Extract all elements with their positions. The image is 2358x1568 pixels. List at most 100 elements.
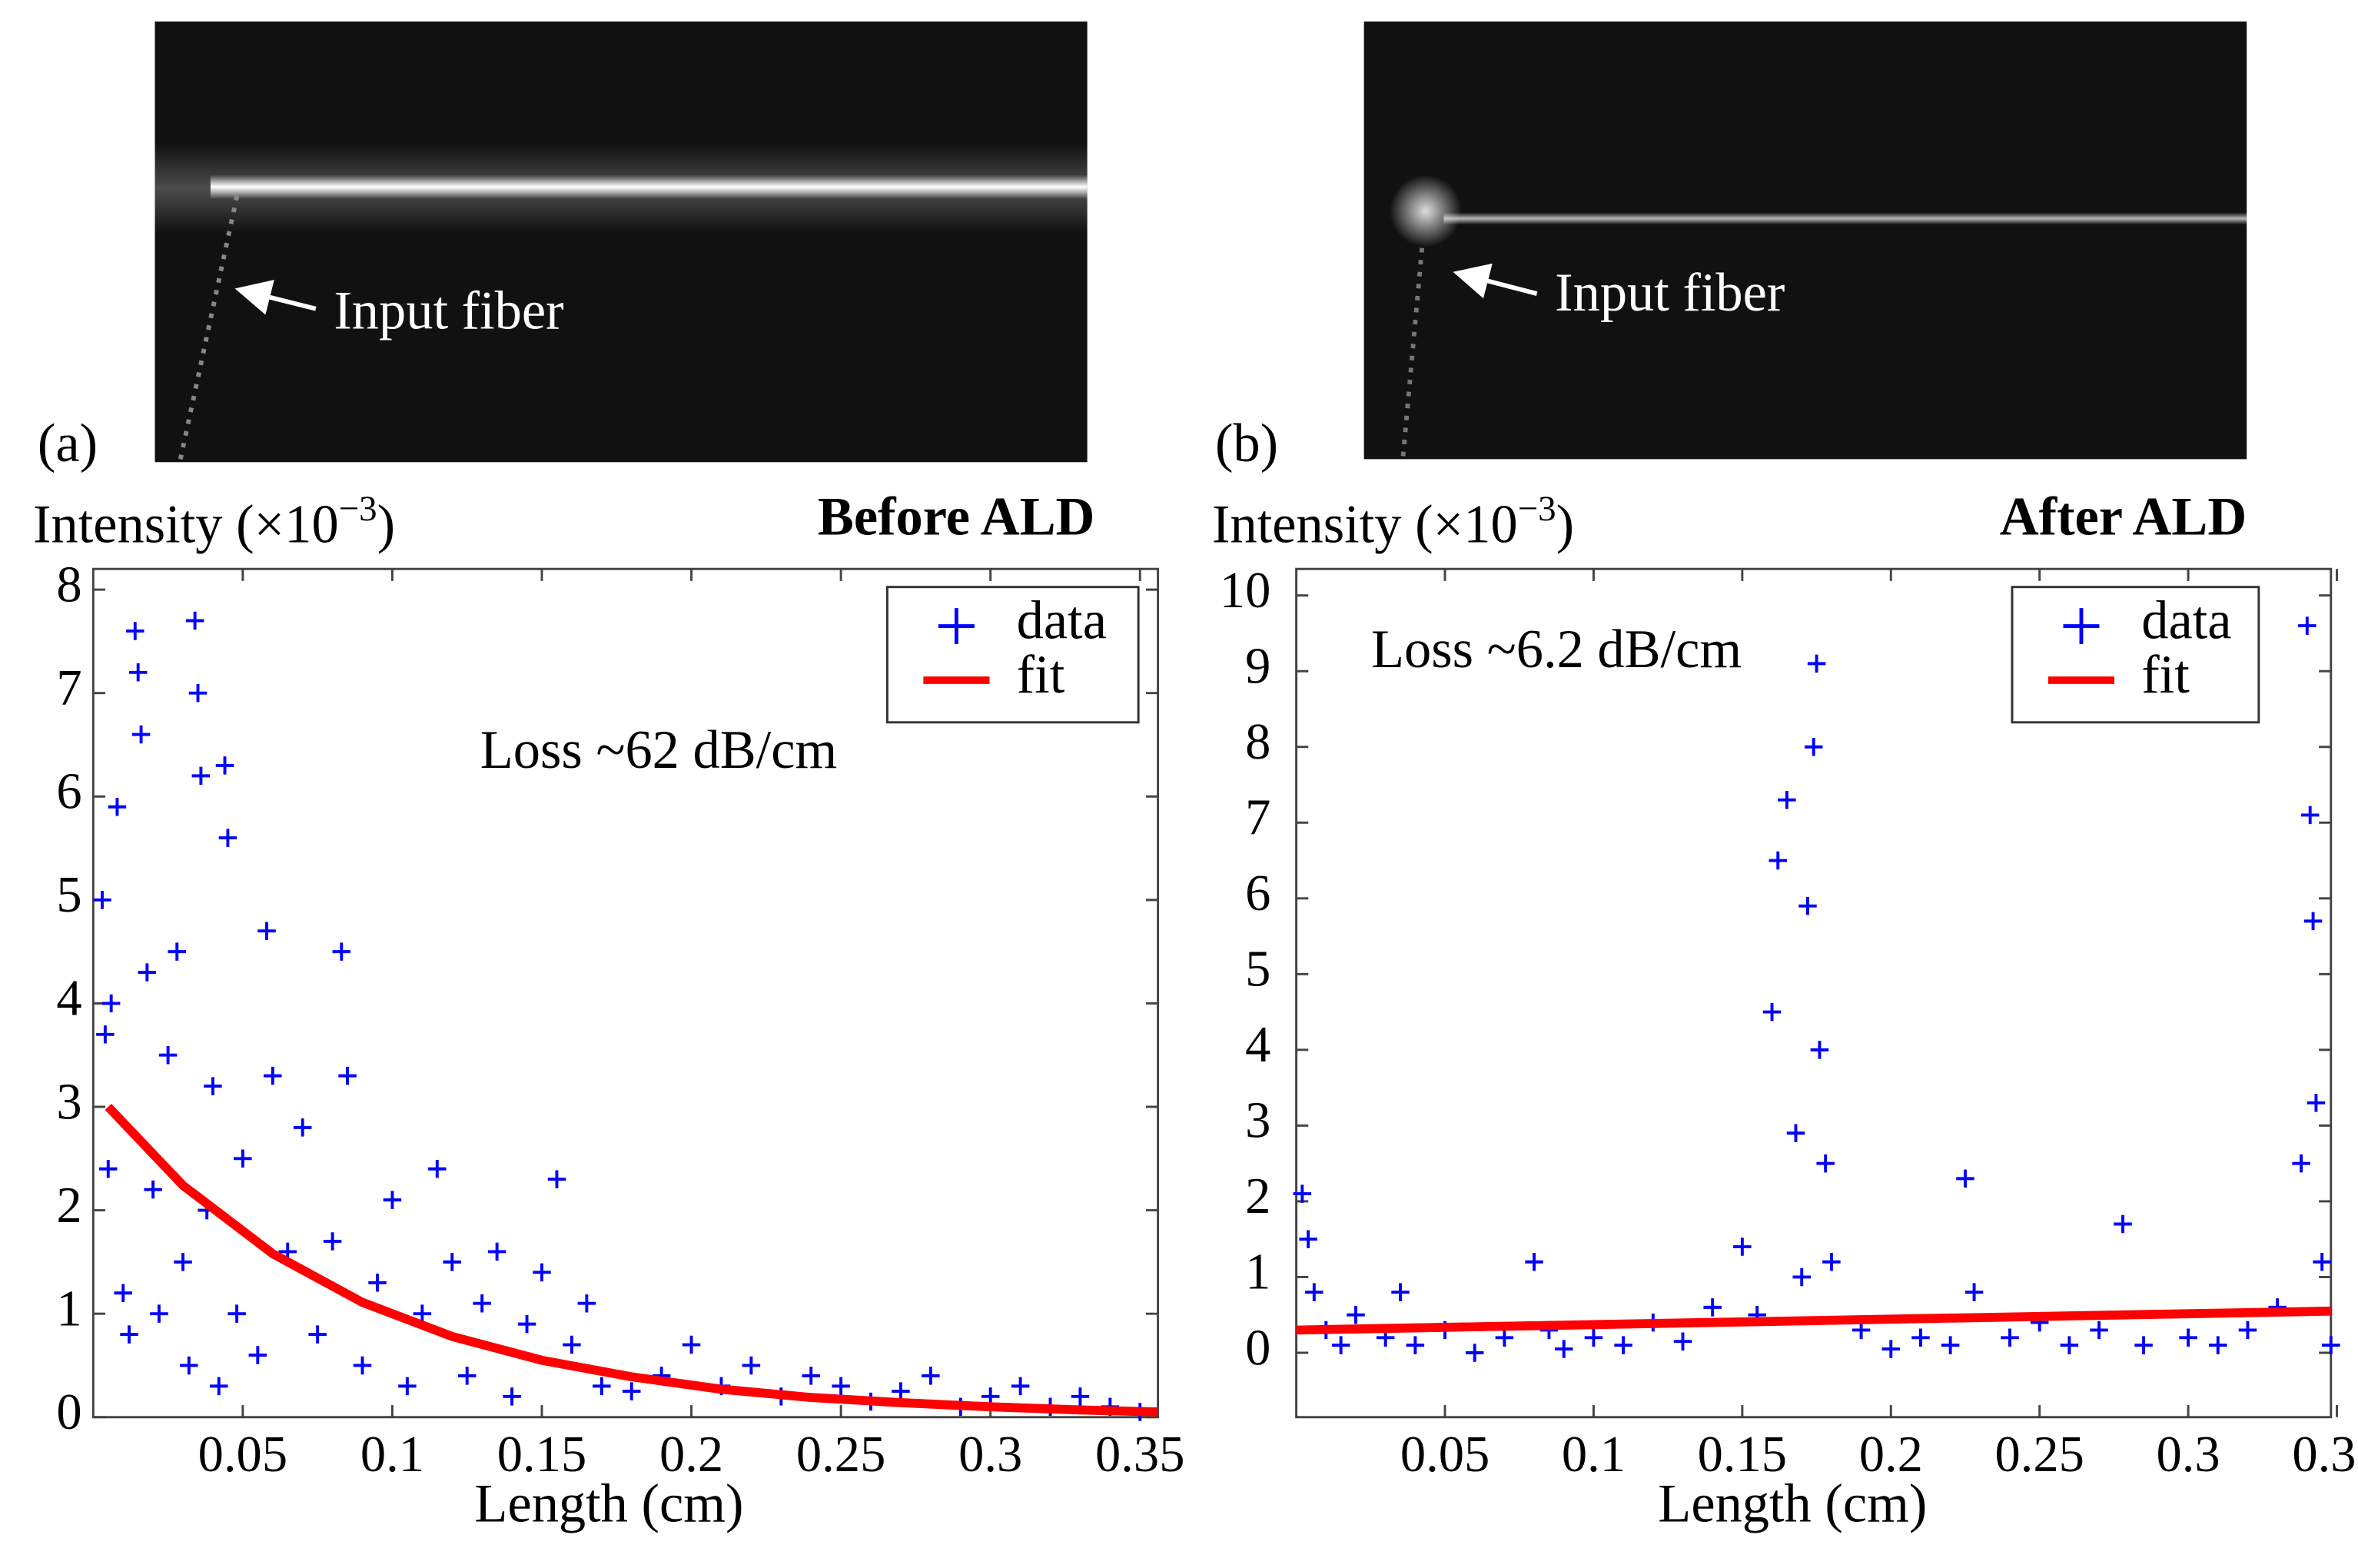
- data-point: [1786, 1124, 1805, 1142]
- x-tick-label: 0.3: [958, 1427, 1022, 1483]
- data-point: [158, 1045, 178, 1065]
- data-point: [144, 1180, 162, 1199]
- legend-label: data: [2141, 591, 2231, 651]
- x-tick-label: 0.1: [1562, 1427, 1626, 1483]
- data-point: [1673, 1332, 1692, 1350]
- panel-label: (b): [1215, 414, 1278, 473]
- data-point: [1768, 851, 1788, 870]
- y-tick-label: 1: [1245, 1244, 1270, 1301]
- data-point: [96, 1025, 115, 1044]
- annotation: Loss ~6.2 dB/cm: [1371, 620, 1742, 679]
- data-point: [188, 683, 208, 703]
- x-tick-label: 0.25: [796, 1427, 885, 1483]
- data-point: [1305, 1283, 1323, 1301]
- data-point: [2322, 1336, 2340, 1354]
- x-tick-label: 0.15: [1698, 1427, 1787, 1483]
- data-point: [185, 611, 204, 630]
- photo-annotation: Input fiber: [334, 281, 563, 341]
- y-tick-label: 0: [56, 1384, 81, 1440]
- y-axis-label-close: ): [1556, 494, 1574, 554]
- data-point: [338, 1066, 357, 1085]
- data-point: [2090, 1321, 2108, 1340]
- data-point: [1792, 1267, 1811, 1287]
- data-point: [2114, 1214, 2132, 1234]
- photo-b: Input fiber: [1363, 21, 2247, 460]
- data-point: [742, 1356, 761, 1375]
- data-point: [383, 1191, 402, 1209]
- data-point: [2300, 806, 2320, 825]
- data-point: [577, 1294, 596, 1313]
- y-axis-label-exponent: −3: [339, 489, 377, 529]
- data-point: [257, 922, 276, 940]
- data-point: [138, 963, 157, 982]
- data-point: [114, 1284, 132, 1302]
- y-tick-label: 1: [56, 1281, 81, 1337]
- y-tick-label: 4: [56, 971, 81, 1027]
- data-point: [1881, 1340, 1901, 1358]
- data-point: [503, 1387, 521, 1406]
- data-point: [1798, 896, 1817, 915]
- data-point: [1011, 1377, 1030, 1396]
- y-axis-label: Intensity (×10−3): [1212, 489, 1574, 555]
- data-point: [2134, 1336, 2153, 1354]
- legend-box: [885, 586, 1140, 724]
- chart-panel: 0 1 2 3 4 5 6 7 8 0.05 0.1 0.15 0.2 0.25 0.3 0.35 datafi…: [33, 414, 1184, 1533]
- data-point: [1810, 1041, 1829, 1059]
- data-point: [353, 1356, 372, 1375]
- y-tick-label: 0: [1245, 1320, 1270, 1376]
- annotation: Loss ~62 dB/cm: [480, 720, 838, 780]
- data-point: [2307, 1094, 2326, 1112]
- data-point: [218, 829, 237, 847]
- data-point: [802, 1367, 820, 1385]
- data-point: [2001, 1328, 2019, 1347]
- data-point: [2179, 1328, 2197, 1347]
- x-axis-label: Length (cm): [1658, 1473, 1927, 1533]
- data-point: [204, 1077, 222, 1095]
- data-point: [533, 1263, 551, 1282]
- y-axis-label-base: Intensity (×10: [33, 494, 339, 554]
- data-point: [101, 994, 121, 1013]
- data-point: [264, 1066, 282, 1085]
- legend-swatch: [2063, 608, 2100, 645]
- data-point: [1964, 1283, 1984, 1301]
- chart-title: After ALD: [2000, 487, 2247, 547]
- x-tick-label: 0.35: [2292, 1427, 2358, 1483]
- data-point: [2209, 1336, 2227, 1354]
- x-tick-label: 0.1: [360, 1427, 424, 1483]
- y-tick-label: 3: [56, 1074, 81, 1130]
- y-tick-label: 7: [1245, 790, 1270, 846]
- x-tick-label: 0.35: [1095, 1427, 1184, 1483]
- legend-label: fit: [2141, 645, 2190, 705]
- fit-line: [105, 1103, 1158, 1417]
- data-point: [623, 1382, 641, 1400]
- panel-label: (a): [38, 414, 98, 473]
- data-point: [2303, 912, 2323, 931]
- legend-label: data: [1017, 591, 1107, 651]
- chart-title: Before ALD: [818, 487, 1095, 547]
- data-point: [547, 1170, 566, 1188]
- data-point: [108, 797, 127, 816]
- y-tick-label: 5: [56, 867, 81, 923]
- data-point: [487, 1242, 506, 1261]
- data-point: [428, 1160, 447, 1178]
- data-point: [293, 1118, 312, 1137]
- y-axis-label: Intensity (×10−3): [33, 489, 395, 555]
- data-point: [593, 1377, 611, 1396]
- data-point: [922, 1367, 940, 1385]
- data-point: [1293, 1184, 1312, 1203]
- x-tick-label: 0.2: [1859, 1427, 1923, 1483]
- data-point: [1465, 1344, 1484, 1362]
- data-point: [120, 1325, 138, 1344]
- data-point: [1956, 1169, 1974, 1188]
- data-point: [168, 942, 187, 961]
- data-point: [443, 1253, 462, 1271]
- legend-box: [2011, 586, 2260, 724]
- x-tick-label: 0.15: [497, 1427, 586, 1483]
- x-axis-label: Length (cm): [474, 1473, 743, 1533]
- data-point: [1614, 1336, 1632, 1354]
- data-point: [1911, 1328, 1930, 1347]
- data-point: [2060, 1336, 2079, 1354]
- data-point: [1733, 1237, 1752, 1256]
- data-point: [1703, 1298, 1722, 1317]
- data-point: [308, 1325, 327, 1344]
